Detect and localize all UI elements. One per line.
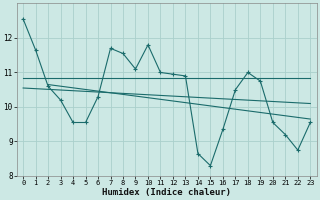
X-axis label: Humidex (Indice chaleur): Humidex (Indice chaleur) <box>102 188 231 197</box>
